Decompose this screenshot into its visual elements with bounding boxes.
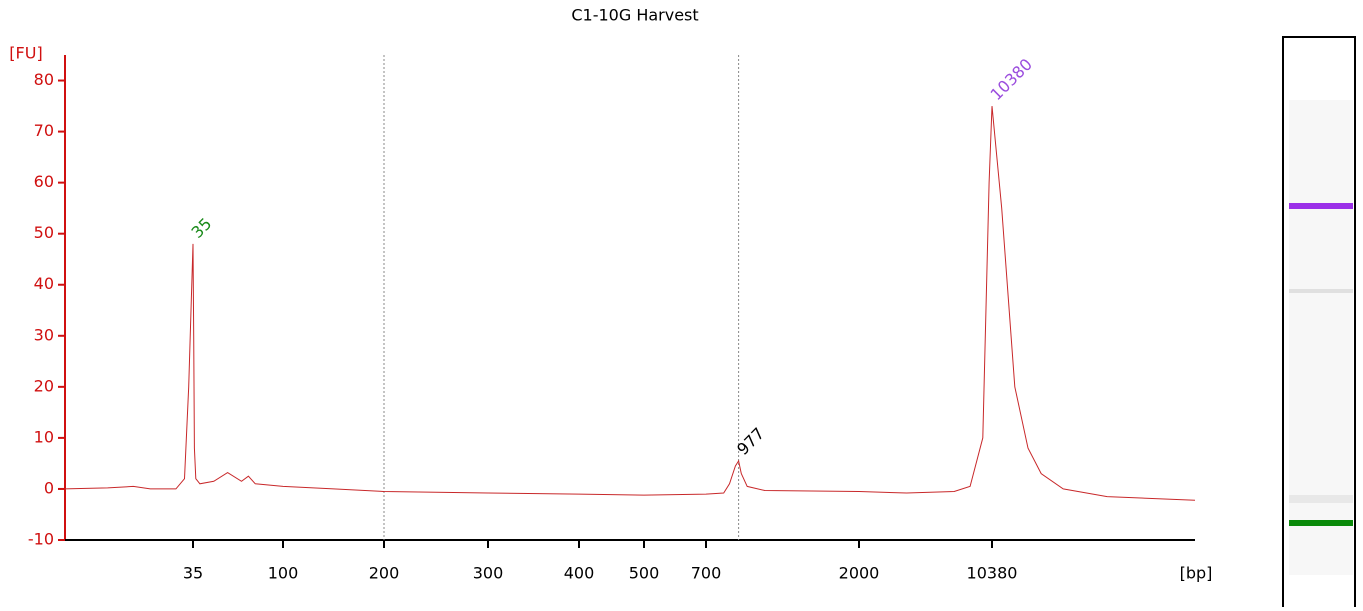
y-axis-label: [FU] [9, 44, 42, 63]
y-tick-label: 50 [34, 223, 54, 242]
x-tick-label: 400 [564, 564, 595, 583]
y-tick-label: 10 [34, 427, 54, 446]
gel-band [1289, 495, 1353, 503]
gel-background [1289, 100, 1353, 575]
x-tick-label: 100 [268, 564, 299, 583]
x-tick-label: 500 [629, 564, 660, 583]
x-tick-label: 200 [369, 564, 400, 583]
x-axis-label: [bp] [1180, 564, 1213, 583]
y-tick-label: -10 [28, 530, 54, 549]
gel-band [1289, 289, 1353, 293]
gel-band [1289, 520, 1353, 526]
chart-title: C1-10G Harvest [571, 6, 698, 25]
gel-lane [1282, 36, 1356, 611]
gel-band [1289, 203, 1353, 209]
trace [64, 106, 1196, 501]
peak-label: 10380 [987, 55, 1036, 104]
peak-label: 35 [188, 214, 216, 242]
y-tick-label: 20 [34, 376, 54, 395]
y-tick-label: 40 [34, 274, 54, 293]
y-tick-label: 0 [44, 478, 54, 497]
peak-label: 977 [733, 424, 768, 459]
y-tick-label: 30 [34, 325, 54, 344]
x-tick-label: 10380 [967, 564, 1018, 583]
x-tick-label: 700 [691, 564, 722, 583]
y-tick-label: 70 [34, 121, 54, 140]
x-tick-label: 300 [473, 564, 504, 583]
x-tick-label: 35 [183, 564, 203, 583]
x-tick-label: 2000 [839, 564, 880, 583]
y-tick-label: 60 [34, 172, 54, 191]
y-tick-label: 80 [34, 70, 54, 89]
